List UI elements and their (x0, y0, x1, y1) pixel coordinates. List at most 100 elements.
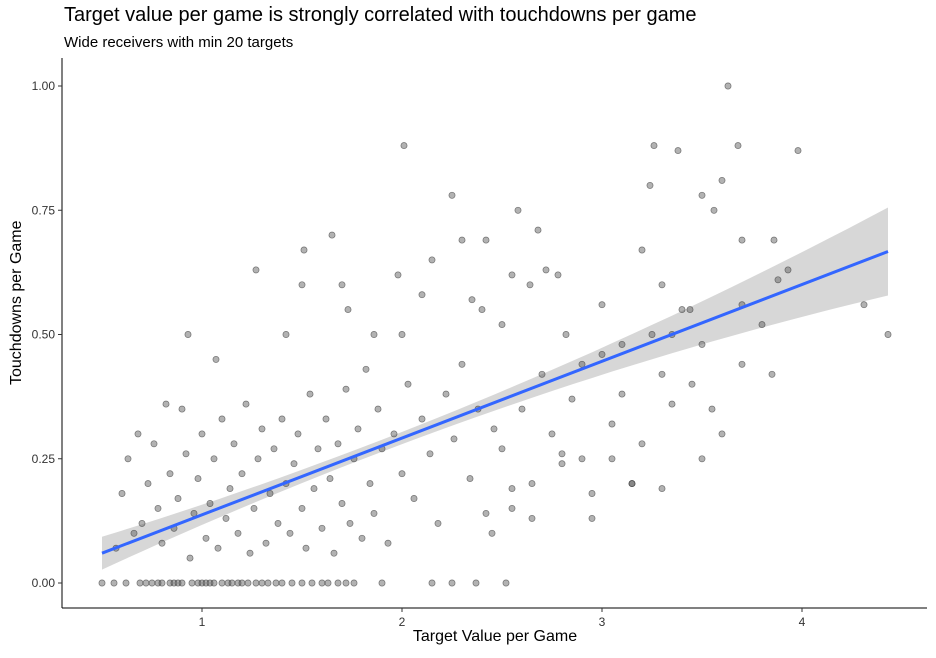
data-point (228, 579, 236, 587)
data-point (562, 331, 570, 338)
trend-line-layer (101, 250, 889, 555)
data-point (598, 350, 606, 358)
data-point (598, 301, 606, 309)
data-point (184, 331, 192, 338)
data-point (150, 440, 158, 448)
data-point (558, 460, 566, 468)
data-point (426, 450, 434, 458)
data-point (286, 529, 294, 537)
data-point (528, 480, 536, 488)
data-point (298, 281, 306, 289)
data-point (508, 485, 516, 493)
data-point (618, 390, 626, 398)
data-point (326, 475, 334, 483)
data-point (884, 331, 892, 338)
data-point (210, 455, 218, 463)
data-point (278, 415, 286, 423)
confidence-band-layer (102, 207, 888, 570)
data-point (166, 470, 174, 478)
data-point (162, 400, 170, 408)
data-point (398, 470, 406, 478)
data-point (350, 579, 358, 587)
data-point (258, 425, 266, 433)
data-point (230, 440, 238, 448)
data-point (238, 470, 246, 478)
data-point (158, 539, 166, 547)
data-point (508, 504, 516, 512)
trend-line (101, 250, 889, 555)
x-tick-label: 3 (599, 615, 606, 629)
data-point (618, 340, 626, 348)
data-point (374, 405, 382, 413)
data-point (768, 370, 776, 378)
data-point (288, 579, 296, 587)
data-point (578, 360, 586, 368)
data-point (638, 246, 646, 254)
data-point (272, 579, 280, 587)
data-point (668, 400, 676, 408)
data-point (178, 579, 186, 587)
data-point (528, 514, 536, 522)
data-point (294, 430, 302, 438)
data-point (458, 360, 466, 368)
data-point (450, 435, 458, 443)
data-point (628, 480, 636, 488)
data-point (358, 534, 366, 542)
data-point (142, 579, 150, 587)
data-point (158, 579, 166, 587)
data-point (310, 485, 318, 493)
data-point (274, 519, 282, 527)
data-point (346, 519, 354, 527)
data-point (698, 340, 706, 348)
data-point (270, 445, 278, 453)
data-point (390, 430, 398, 438)
data-point (238, 579, 246, 587)
data-point (252, 266, 260, 274)
data-point (774, 276, 782, 284)
x-tick-label: 4 (799, 615, 806, 629)
data-point (646, 181, 654, 189)
data-point (366, 480, 374, 488)
data-point (548, 430, 556, 438)
data-point (490, 425, 498, 433)
data-point (308, 579, 316, 587)
data-point (418, 415, 426, 423)
data-point (212, 355, 220, 363)
data-point (300, 246, 308, 254)
data-point (648, 331, 656, 338)
data-point (650, 142, 658, 150)
y-tick-label: 0.25 (32, 452, 56, 466)
data-point (794, 147, 802, 155)
data-point (186, 554, 194, 562)
data-point (318, 579, 326, 587)
data-point (428, 579, 436, 587)
data-point (394, 271, 402, 279)
chart-subtitle: Wide receivers with min 20 targets (64, 34, 294, 51)
data-point (246, 549, 254, 557)
data-point (370, 509, 378, 517)
data-point (678, 306, 686, 314)
data-point (178, 405, 186, 413)
data-point (314, 445, 322, 453)
x-axis-label: Target Value per Game (412, 628, 578, 645)
data-point (290, 460, 298, 468)
data-point (244, 579, 252, 587)
data-point (234, 529, 242, 537)
data-point (264, 579, 272, 587)
data-point (254, 455, 262, 463)
chart-title: Target value per game is strongly correl… (64, 4, 697, 26)
data-point (784, 266, 792, 274)
data-point (188, 579, 196, 587)
data-point (482, 509, 490, 517)
data-point (502, 579, 510, 587)
data-point (686, 306, 694, 314)
data-point (206, 500, 214, 507)
axes-layer: 0.00 0.25 0.50 0.75 1.00 1 2 3 4 (32, 58, 927, 629)
data-point (210, 579, 218, 587)
data-point (318, 524, 326, 532)
x-tick-label: 1 (199, 615, 206, 629)
data-point (738, 360, 746, 368)
data-point (410, 495, 418, 502)
data-point (362, 365, 370, 373)
data-point (710, 206, 718, 214)
